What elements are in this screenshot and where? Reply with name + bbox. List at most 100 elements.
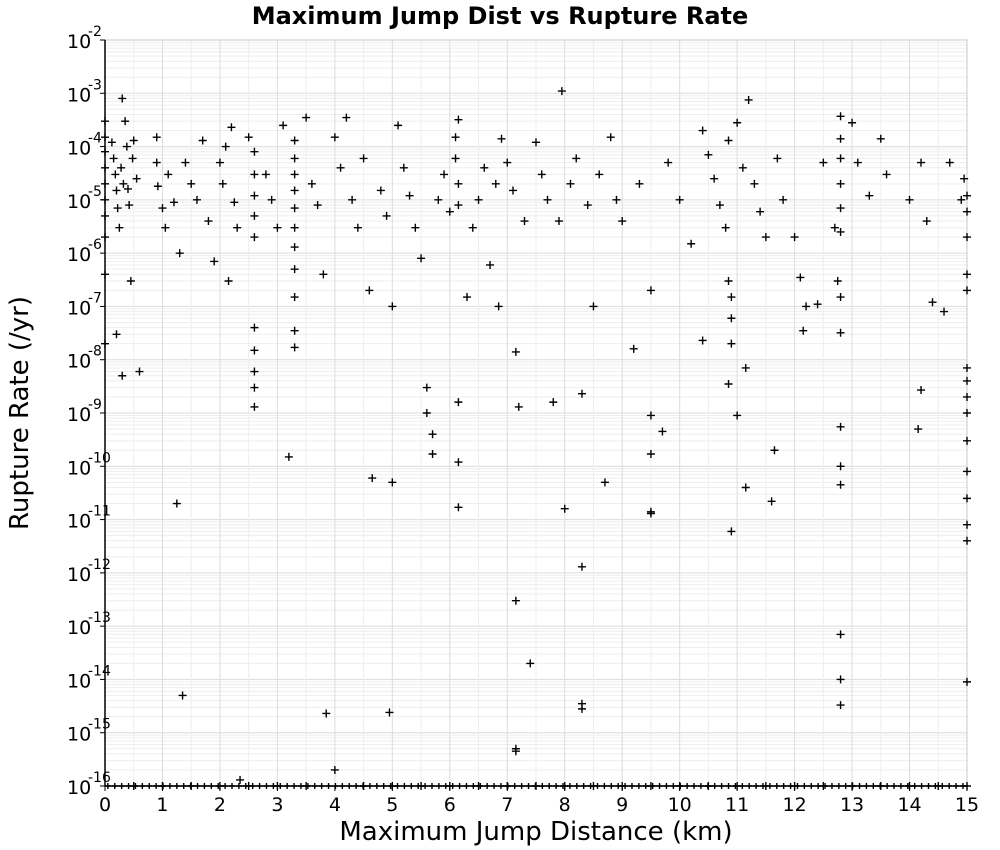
data-point	[101, 179, 109, 188]
data-point	[101, 270, 109, 279]
data-point	[454, 398, 463, 407]
data-point	[256, 783, 263, 789]
data-point	[917, 386, 926, 395]
data-point	[112, 330, 121, 339]
data-point	[960, 174, 969, 183]
data-point	[117, 163, 126, 172]
x-tick-label: 12	[783, 794, 807, 816]
data-point	[161, 223, 170, 232]
data-point	[477, 783, 484, 789]
data-point	[101, 163, 109, 172]
y-tick-exponent: -12	[88, 557, 111, 573]
data-point	[101, 133, 109, 142]
y-tick-base: 10	[67, 457, 91, 479]
y-tick-base: 10	[67, 191, 91, 213]
data-point	[509, 186, 518, 195]
data-point	[290, 170, 299, 179]
data-point	[940, 307, 949, 316]
data-point	[270, 783, 277, 789]
data-point	[741, 483, 750, 492]
data-point	[454, 179, 463, 188]
data-point	[836, 480, 845, 489]
data-point	[152, 133, 161, 142]
y-tick-labels: 10-1610-1510-1410-1310-1210-1110-1010-91…	[67, 24, 111, 799]
data-point	[428, 783, 435, 789]
data-point	[759, 783, 766, 789]
data-point	[153, 182, 162, 191]
data-point	[739, 783, 746, 789]
data-point	[263, 783, 270, 789]
data-point	[608, 783, 615, 789]
data-point	[963, 536, 971, 545]
data-point	[849, 783, 856, 789]
data-point	[727, 293, 736, 302]
data-point	[422, 783, 429, 789]
data-point	[451, 133, 460, 142]
data-point	[836, 154, 845, 163]
data-point	[945, 158, 954, 167]
data-point	[480, 163, 489, 172]
data-point	[724, 136, 733, 145]
data-point	[250, 147, 259, 156]
data-point	[279, 121, 288, 130]
data-point	[172, 499, 181, 508]
data-point	[753, 783, 760, 789]
data-point	[546, 783, 553, 789]
data-point	[612, 195, 621, 204]
y-tick-exponent: -16	[88, 770, 111, 786]
data-point	[914, 425, 923, 434]
data-point	[594, 783, 601, 789]
data-point	[557, 87, 566, 96]
data-point	[724, 277, 733, 286]
data-point	[422, 409, 431, 417]
data-point	[963, 392, 971, 401]
data-point	[799, 326, 808, 335]
data-point	[822, 783, 829, 789]
data-point	[101, 147, 109, 156]
data-point	[178, 691, 187, 700]
data-point	[290, 186, 299, 195]
data-point	[727, 339, 736, 348]
data-point	[658, 427, 667, 436]
data-point	[388, 302, 397, 311]
data-point	[187, 783, 194, 789]
data-point	[635, 783, 642, 789]
data-point	[642, 783, 649, 789]
data-point	[917, 158, 926, 167]
data-point	[486, 260, 495, 269]
data-point	[727, 527, 736, 536]
data-point	[250, 323, 259, 332]
data-point	[532, 138, 540, 147]
data-point	[201, 783, 208, 789]
data-point	[670, 783, 677, 789]
data-point	[118, 94, 127, 103]
data-point	[836, 675, 845, 684]
data-point	[126, 277, 135, 286]
y-tick-base: 10	[67, 670, 91, 692]
data-point	[221, 142, 230, 151]
data-point	[711, 783, 718, 789]
data-point	[169, 198, 178, 207]
data-point	[353, 783, 360, 789]
x-tick-label: 6	[444, 794, 456, 816]
data-point	[766, 783, 773, 789]
data-point	[615, 783, 622, 789]
data-point	[194, 783, 201, 789]
data-point	[215, 158, 224, 167]
data-point	[606, 133, 615, 142]
data-point	[380, 783, 387, 789]
data-point	[704, 150, 713, 159]
data-point	[250, 211, 259, 220]
data-point	[511, 347, 520, 356]
data-point	[770, 446, 779, 455]
data-point	[836, 701, 845, 710]
data-point	[946, 783, 953, 789]
data-point	[319, 270, 328, 279]
data-point	[129, 136, 138, 145]
x-tick-label: 13	[840, 794, 864, 816]
x-axis-label: Maximum Jump Distance (km)	[339, 817, 732, 847]
data-point	[687, 239, 696, 248]
data-point	[721, 223, 730, 232]
data-point	[664, 158, 673, 167]
data-point	[359, 154, 368, 163]
